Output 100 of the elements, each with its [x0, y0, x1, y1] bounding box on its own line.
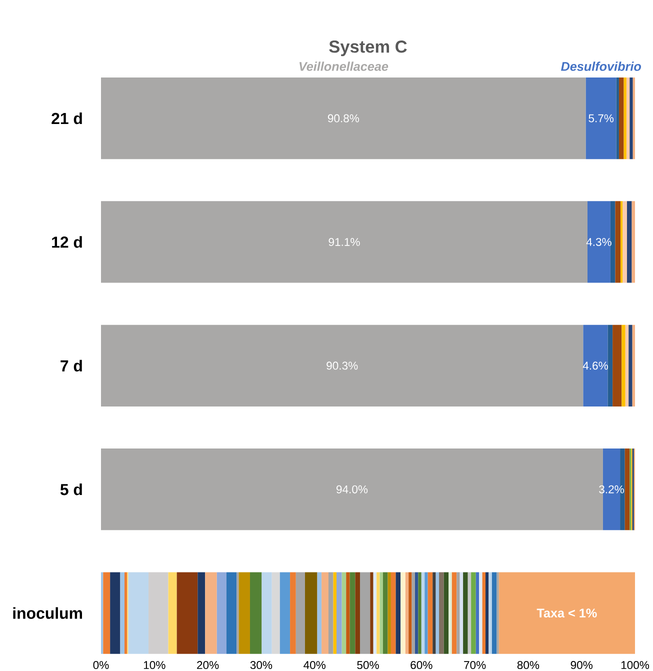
bar [355, 572, 360, 654]
bar [176, 572, 198, 654]
bar [101, 201, 588, 283]
bar [405, 572, 409, 654]
bar [290, 572, 296, 654]
bar [632, 324, 636, 406]
bar [101, 324, 584, 406]
y-tick-label: inoculum [13, 607, 82, 619]
bar [616, 77, 619, 160]
bar [226, 572, 237, 654]
series-label: Taxa < 1% [536, 608, 597, 618]
bar [322, 572, 328, 654]
bar [103, 572, 110, 654]
bar [336, 572, 342, 654]
bar [436, 572, 440, 654]
bar [317, 572, 322, 654]
data-label: 3.2% [599, 485, 624, 494]
bar [205, 572, 217, 654]
bar [428, 572, 433, 654]
bar [396, 572, 401, 654]
bar [280, 572, 290, 654]
bar [612, 324, 622, 406]
bar [110, 572, 120, 654]
bar [424, 572, 428, 654]
x-tick-label: 80% [517, 661, 540, 670]
x-tick-label: 50% [357, 661, 379, 670]
bar [376, 572, 380, 654]
data-label: 4.3% [586, 238, 612, 246]
x-tick-label: 0% [93, 661, 109, 670]
bar [587, 201, 610, 283]
bar [418, 572, 422, 654]
x-tick-label: 30% [250, 661, 272, 670]
bar [390, 572, 396, 654]
bar [463, 572, 468, 654]
bar [412, 572, 415, 654]
bar [373, 572, 377, 654]
bar [471, 572, 476, 654]
bar [346, 572, 350, 654]
bar [421, 572, 425, 654]
bar [452, 572, 457, 654]
bar [444, 572, 449, 654]
bar [414, 572, 418, 654]
data-label: 90.8% [328, 114, 360, 122]
bar [360, 572, 370, 654]
bar [624, 448, 630, 530]
bar [250, 572, 262, 654]
data-label: 4.6% [582, 362, 608, 370]
bar [632, 77, 636, 160]
bar [216, 572, 226, 654]
bar [124, 572, 128, 654]
data-label: 91.1% [328, 238, 360, 246]
x-tick-label: 100% [621, 661, 650, 670]
bar [350, 572, 356, 654]
bar [120, 572, 124, 654]
bar [296, 572, 305, 654]
bar [615, 201, 621, 283]
bar [456, 572, 460, 654]
bar [304, 572, 318, 654]
bar [626, 77, 630, 160]
bar [370, 572, 374, 654]
data-label: 90.3% [326, 362, 358, 370]
bar [238, 572, 250, 654]
bar [622, 324, 626, 406]
bar [482, 572, 486, 654]
data-label: 5.7% [588, 114, 614, 122]
bar [380, 572, 383, 654]
bar [632, 201, 636, 283]
bar [492, 572, 497, 654]
bar [262, 572, 272, 654]
bar [626, 201, 632, 283]
bar [388, 572, 391, 654]
x-tick-label: 20% [197, 661, 219, 670]
bar [328, 572, 334, 654]
y-tick-label: 5 d [60, 484, 82, 496]
bar [460, 572, 464, 654]
bar [488, 572, 492, 654]
bar [624, 77, 626, 160]
bar [583, 324, 608, 406]
bar [485, 572, 489, 654]
bar [333, 572, 336, 654]
x-tick-label: 90% [570, 661, 593, 670]
y-tick-label: 12 d [52, 236, 82, 248]
x-tick-label: 60% [410, 661, 432, 670]
bar [148, 572, 168, 654]
series-label: Desulfovibrio [561, 62, 642, 71]
x-tick-label: 40% [304, 661, 326, 670]
y-tick-label: 7 d [60, 360, 82, 372]
bar [128, 572, 149, 654]
y-tick-label: 21 d [52, 112, 82, 124]
bar [408, 572, 412, 654]
bar [342, 572, 346, 654]
data-label: 94.0% [336, 485, 368, 494]
bar [586, 77, 616, 160]
bar [622, 201, 627, 283]
bar [382, 572, 388, 654]
bar [439, 572, 444, 654]
bar [198, 572, 206, 654]
bar [610, 201, 616, 283]
bar [432, 572, 436, 654]
chart-title: System C [329, 40, 407, 56]
